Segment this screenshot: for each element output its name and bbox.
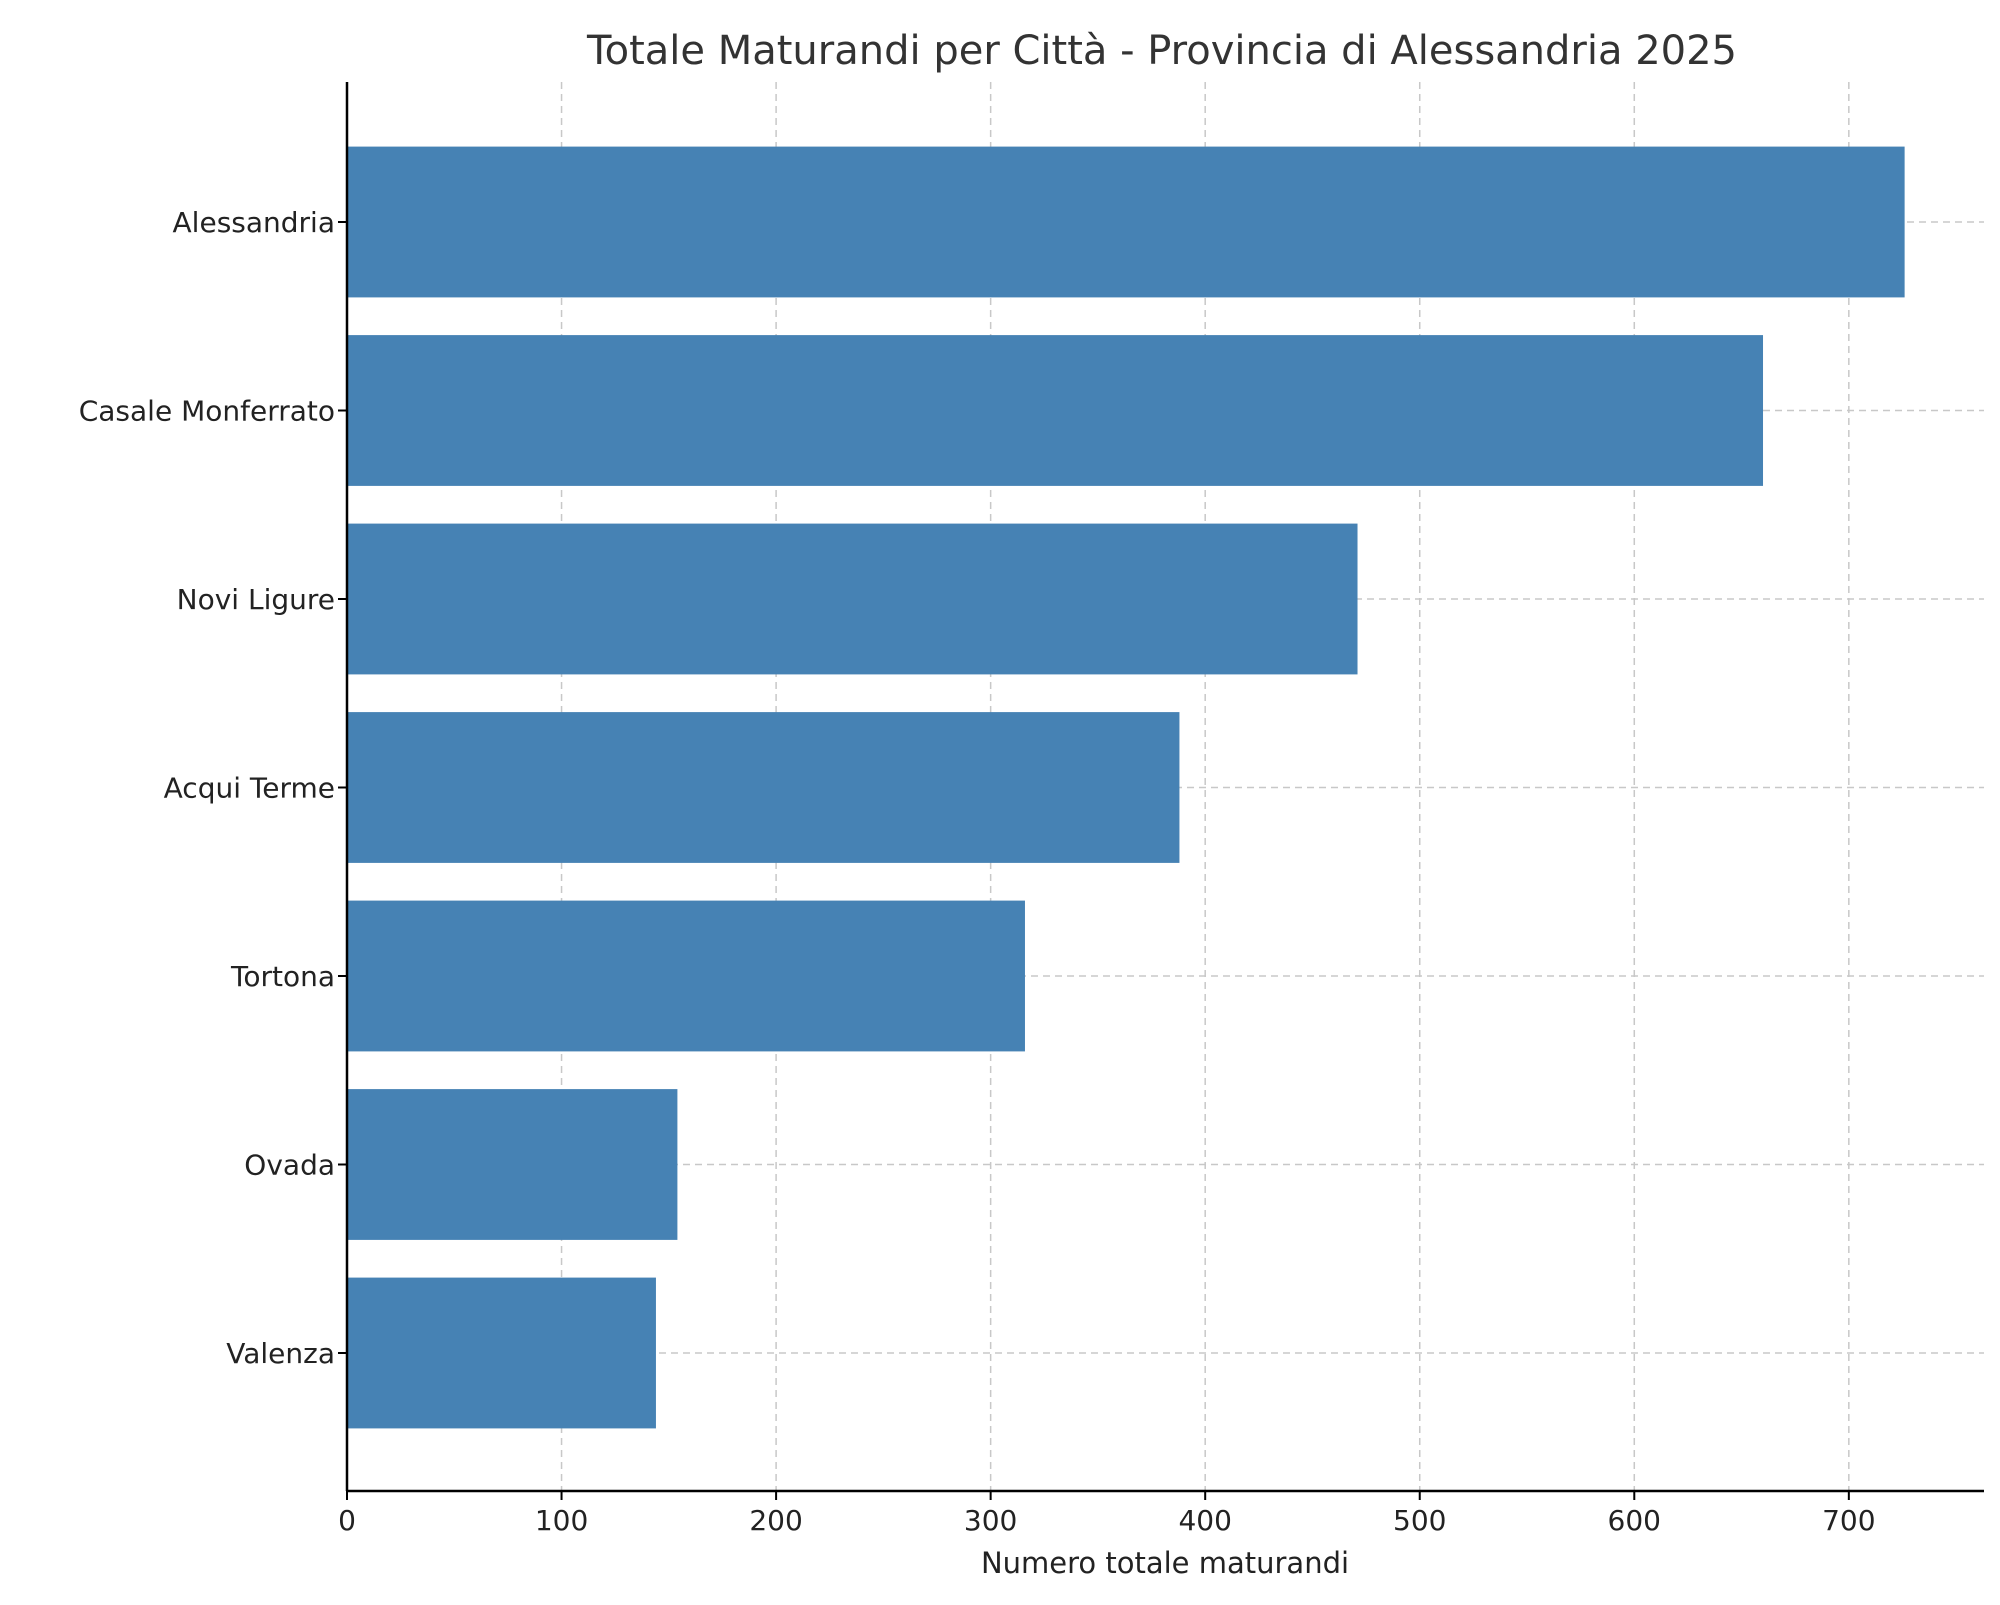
bar [347,712,1180,863]
y-tick-label: Tortona [230,960,335,993]
y-ticks: Alessandria Casale Monferrato Novi Ligure A… [79,206,347,1370]
y-tick-label: Valenza [226,1337,335,1370]
x-ticks: 0 100 200 300 400 500 600 700 [338,1491,1876,1537]
x-tick-label: 600 [1608,1504,1661,1537]
y-tick-label: Alessandria [173,206,335,239]
bar [347,335,1764,486]
bar [347,146,1905,298]
x-tick-label: 400 [1178,1504,1231,1537]
bar [347,1277,656,1429]
x-tick-label: 100 [535,1504,588,1537]
bar [347,1089,678,1240]
x-tick-label: 500 [1393,1504,1446,1537]
x-tick-label: 0 [338,1504,356,1537]
bars [347,146,1905,1429]
x-tick-label: 200 [749,1504,802,1537]
y-tick-label: Casale Monferrato [79,395,335,428]
bar [347,900,1025,1052]
y-tick-label: Ovada [244,1149,335,1182]
y-tick-label: Acqui Terme [164,772,335,805]
x-tick-label: 300 [964,1504,1017,1537]
bar [347,523,1358,675]
y-tick-label: Novi Ligure [177,583,335,616]
x-tick-label: 700 [1822,1504,1875,1537]
chart-title: Totale Maturandi per Città - Provincia d… [586,28,1737,74]
x-axis-label: Numero totale maturandi [981,1546,1349,1580]
